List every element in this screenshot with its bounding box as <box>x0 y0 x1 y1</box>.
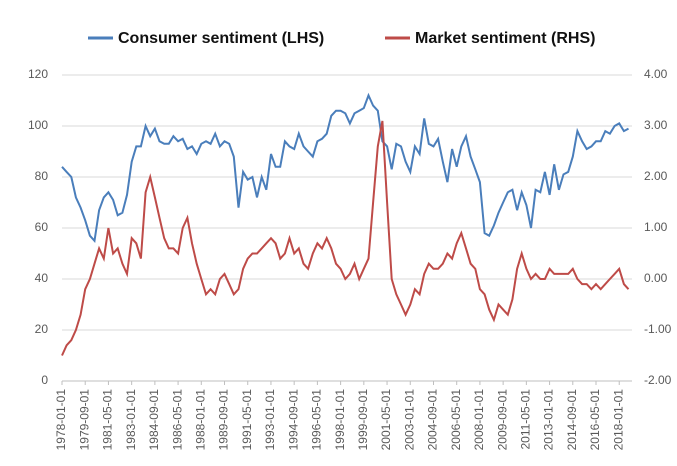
x-tick-label: 1984-09-01 <box>147 389 161 451</box>
series-line <box>61 120 630 356</box>
y2-tick-label: 0.00 <box>644 271 668 285</box>
y-tick-label: 80 <box>35 169 49 183</box>
x-tick-label: 1993-01-01 <box>263 389 277 451</box>
y-tick-label: 40 <box>35 271 49 285</box>
y-tick-label: 60 <box>35 220 49 234</box>
y2-tick-label: -2.00 <box>644 373 672 387</box>
x-tick-label: 2016-05-01 <box>588 389 602 451</box>
legend-label: Market sentiment (RHS) <box>415 30 595 47</box>
y2-tick-label: 1.00 <box>644 220 668 234</box>
x-tick-label: 2014-09-01 <box>565 389 579 451</box>
x-tick-label: 1999-09-01 <box>356 389 370 451</box>
x-tick-label: 2013-01-01 <box>542 389 556 451</box>
x-tick-label: 1986-05-01 <box>170 389 184 451</box>
x-tick-label: 1981-05-01 <box>101 389 115 451</box>
y-tick-label: 0 <box>41 373 48 387</box>
x-tick-label: 2018-01-01 <box>611 389 625 451</box>
legend-label: Consumer sentiment (LHS) <box>118 30 324 47</box>
x-tick-label: 2001-05-01 <box>379 389 393 451</box>
x-tick-label: 1994-09-01 <box>286 389 300 451</box>
x-tick-label: 1989-09-01 <box>217 389 231 451</box>
series-line <box>61 92 629 244</box>
x-tick-label: 1983-01-01 <box>124 389 138 451</box>
x-tick-label: 2004-09-01 <box>426 389 440 451</box>
y-tick-label: 120 <box>28 67 48 81</box>
x-tick-label: 1998-01-01 <box>333 389 347 451</box>
y2-tick-label: 2.00 <box>644 169 668 183</box>
x-tick-label: 2011-05-01 <box>519 389 533 450</box>
x-tick-label: 1978-01-01 <box>54 389 68 451</box>
y-tick-label: 100 <box>28 118 48 132</box>
x-tick-label: 2006-05-01 <box>449 389 463 451</box>
x-tick-label: 1996-05-01 <box>310 389 324 451</box>
y-tick-label: 20 <box>35 322 49 336</box>
y2-tick-label: 3.00 <box>644 118 668 132</box>
x-tick-label: 2008-01-01 <box>472 389 486 451</box>
x-tick-label: 2009-09-01 <box>495 389 509 451</box>
x-tick-label: 1988-01-01 <box>193 389 207 451</box>
x-tick-label: 2003-01-01 <box>402 389 416 451</box>
y2-tick-label: 4.00 <box>644 67 668 81</box>
x-tick-label: 1991-05-01 <box>240 389 254 451</box>
y2-tick-label: -1.00 <box>644 322 672 336</box>
x-tick-label: 1979-09-01 <box>77 389 91 451</box>
